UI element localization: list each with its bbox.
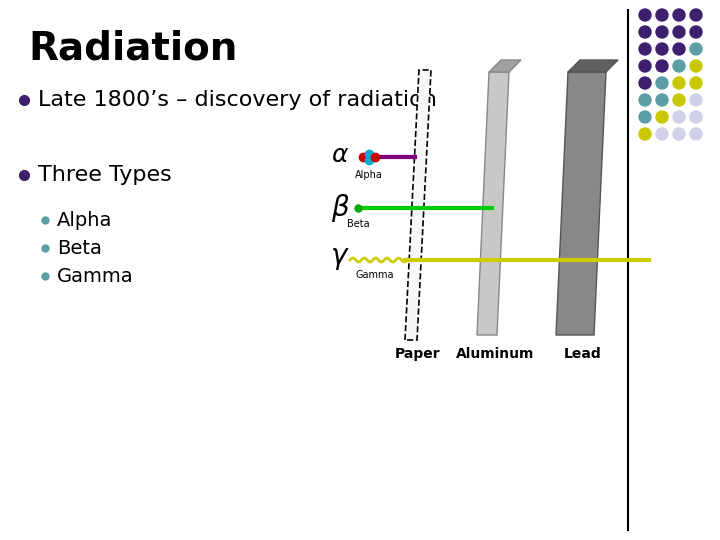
Circle shape	[673, 9, 685, 21]
Circle shape	[690, 9, 702, 21]
Circle shape	[639, 43, 651, 55]
Text: $\beta$: $\beta$	[330, 192, 349, 224]
Circle shape	[673, 77, 685, 89]
Polygon shape	[405, 70, 431, 340]
Circle shape	[656, 77, 668, 89]
Text: Alpha: Alpha	[57, 211, 112, 229]
Circle shape	[639, 26, 651, 38]
Circle shape	[656, 128, 668, 140]
Circle shape	[656, 9, 668, 21]
Circle shape	[673, 94, 685, 106]
Circle shape	[639, 94, 651, 106]
Circle shape	[690, 128, 702, 140]
Circle shape	[673, 43, 685, 55]
Circle shape	[690, 94, 702, 106]
Circle shape	[656, 60, 668, 72]
Circle shape	[656, 94, 668, 106]
Circle shape	[639, 60, 651, 72]
Text: Paper: Paper	[395, 347, 441, 361]
Circle shape	[639, 9, 651, 21]
Text: Beta: Beta	[347, 219, 369, 229]
Circle shape	[690, 111, 702, 123]
Circle shape	[690, 26, 702, 38]
Text: Gamma: Gamma	[356, 270, 395, 280]
Circle shape	[673, 111, 685, 123]
Polygon shape	[477, 72, 509, 335]
Text: $\alpha$: $\alpha$	[331, 145, 349, 167]
Text: Aluminum: Aluminum	[456, 347, 534, 361]
Polygon shape	[489, 60, 521, 72]
Text: Lead: Lead	[564, 347, 602, 361]
Text: Alpha: Alpha	[355, 170, 383, 180]
Text: Radiation: Radiation	[28, 30, 238, 68]
Circle shape	[639, 111, 651, 123]
Polygon shape	[556, 72, 606, 335]
Text: Beta: Beta	[57, 239, 102, 258]
Circle shape	[673, 128, 685, 140]
Circle shape	[639, 77, 651, 89]
Text: Gamma: Gamma	[57, 267, 134, 286]
Polygon shape	[568, 60, 618, 72]
Circle shape	[639, 128, 651, 140]
Circle shape	[690, 43, 702, 55]
Circle shape	[656, 111, 668, 123]
Circle shape	[656, 43, 668, 55]
Circle shape	[656, 26, 668, 38]
Circle shape	[690, 60, 702, 72]
Circle shape	[673, 26, 685, 38]
Text: Late 1800’s – discovery of radiation: Late 1800’s – discovery of radiation	[38, 90, 437, 110]
Circle shape	[673, 60, 685, 72]
Text: $\gamma$: $\gamma$	[330, 245, 350, 272]
Circle shape	[690, 77, 702, 89]
Text: Three Types: Three Types	[38, 165, 172, 185]
